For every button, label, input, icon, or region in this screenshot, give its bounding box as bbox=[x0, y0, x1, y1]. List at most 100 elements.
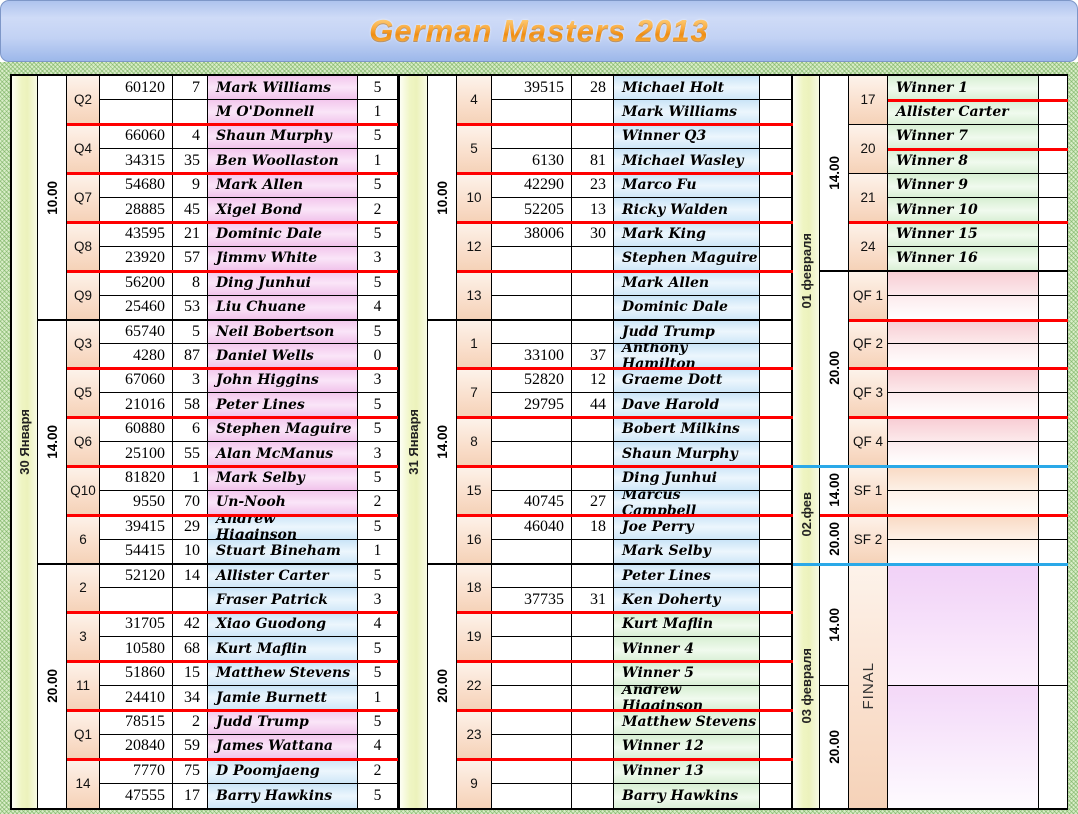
player-text: M O'Donnell bbox=[216, 104, 315, 121]
score-cell bbox=[1039, 442, 1067, 467]
score-cell: 5 bbox=[358, 564, 397, 589]
player-cell: Kurt Maflin bbox=[208, 637, 357, 662]
prize-cell: 81820 bbox=[100, 466, 172, 491]
score-text: 3 bbox=[373, 444, 382, 462]
prize-cell bbox=[492, 124, 571, 150]
seed-text: 30 bbox=[590, 225, 606, 243]
prize-text: 6130 bbox=[532, 151, 564, 169]
score-cell bbox=[1039, 393, 1067, 418]
player-column: Mark Williams M O'Donnell Shaun Murphy Ben … bbox=[208, 76, 358, 808]
seed-cell: 18 bbox=[572, 515, 613, 540]
player-cell: Ken Doherty bbox=[614, 588, 759, 613]
seed-cell bbox=[173, 588, 207, 613]
seed-cell: 12 bbox=[572, 368, 613, 394]
score-text: 5 bbox=[373, 517, 382, 535]
score-cell bbox=[1039, 222, 1067, 247]
player-text: Winner 7 bbox=[896, 128, 969, 145]
seed-text: 34 bbox=[184, 688, 200, 706]
match-number-cell: 8 bbox=[457, 417, 491, 467]
time-cell: 14.00 bbox=[38, 320, 66, 564]
player-text: Mark King bbox=[622, 226, 706, 243]
score-text: 1 bbox=[373, 151, 382, 169]
player-cell bbox=[888, 271, 1038, 296]
prize-cell: 67060 bbox=[100, 368, 172, 394]
player-cell: Winner 16 bbox=[888, 246, 1038, 272]
seed-cell: 34 bbox=[173, 686, 207, 711]
prize-column: 60120 66060 34315 54680 28885 43595 23920 56200… bbox=[100, 76, 173, 808]
time-text: 14.00 bbox=[826, 156, 842, 190]
score-cell bbox=[1039, 564, 1067, 686]
prize-text: 20840 bbox=[125, 737, 165, 755]
red-separator-line bbox=[67, 367, 398, 371]
player-text: Alan McManus bbox=[216, 445, 334, 462]
score-cell: 2 bbox=[358, 490, 397, 516]
player-cell: Xiao Guodong bbox=[208, 612, 357, 638]
score-cell: 5 bbox=[358, 661, 397, 686]
prize-text: 39515 bbox=[524, 78, 564, 96]
match-number-text: QF 4 bbox=[852, 433, 883, 449]
match-number-text: Q7 bbox=[73, 189, 92, 205]
time-cell: 14.00 bbox=[820, 76, 848, 272]
seed-column: 28 81 23 13 30 37 12 44 27 18 31 bbox=[572, 76, 614, 808]
player-text: Ding Junhui bbox=[216, 274, 311, 291]
prize-column: 39515 6130 42290 52205 38006 33100 52820 29795 4… bbox=[492, 76, 572, 808]
date-cell: 02.фев bbox=[793, 466, 819, 564]
score-cell bbox=[760, 198, 792, 223]
match-number-cell: 19 bbox=[457, 612, 491, 662]
prize-cell bbox=[492, 100, 571, 125]
match-number-cell: QF 3 bbox=[849, 368, 887, 418]
match-number-cell: 22 bbox=[457, 661, 491, 711]
player-text: Ricky Walden bbox=[622, 201, 728, 218]
red-separator-line bbox=[849, 220, 1068, 224]
match-number-text: QF 2 bbox=[852, 336, 883, 352]
prize-cell bbox=[492, 612, 571, 638]
red-separator-line bbox=[457, 269, 793, 273]
player-cell bbox=[888, 515, 1038, 540]
seed-cell: 14 bbox=[173, 564, 207, 589]
seed-cell: 42 bbox=[173, 612, 207, 638]
score-cell bbox=[760, 271, 792, 296]
player-text: Bobert Milkins bbox=[622, 421, 740, 438]
time-cell: 20.00 bbox=[820, 515, 848, 564]
black-separator-line bbox=[428, 563, 793, 565]
score-text: 5 bbox=[373, 78, 382, 96]
seed-cell bbox=[572, 637, 613, 662]
prize-cell bbox=[492, 466, 571, 491]
player-cell: M O'Donnell bbox=[208, 100, 357, 125]
prize-text: 24410 bbox=[125, 688, 165, 706]
score-cell bbox=[760, 124, 792, 150]
date-text: 30 Января bbox=[17, 409, 32, 475]
score-text: 1 bbox=[373, 542, 382, 560]
player-cell: Peter Lines bbox=[208, 393, 357, 418]
match-number-text: 12 bbox=[466, 238, 482, 254]
match-number-text: Q9 bbox=[73, 287, 92, 303]
match-number-cell: 23 bbox=[457, 710, 491, 760]
prize-cell: 20840 bbox=[100, 734, 172, 760]
player-text: Fraser Patrick bbox=[216, 592, 328, 609]
match-number-text: 5 bbox=[470, 141, 478, 157]
player-text: Stephen Maguire bbox=[216, 421, 352, 438]
player-cell: Xigel Bond bbox=[208, 198, 357, 223]
prize-cell: 9550 bbox=[100, 490, 172, 516]
match-number-cell: SF 1 bbox=[849, 466, 887, 516]
player-cell: Winner Q3 bbox=[614, 124, 759, 150]
score-cell: 5 bbox=[358, 222, 397, 247]
seed-cell: 31 bbox=[572, 588, 613, 613]
match-number-text: 15 bbox=[466, 482, 482, 498]
score-cell: 5 bbox=[358, 271, 397, 296]
red-separator-line bbox=[67, 172, 398, 176]
match-number-cell: Q2 bbox=[67, 76, 99, 125]
prize-text: 78515 bbox=[125, 713, 165, 731]
player-cell: Marco Fu bbox=[614, 173, 759, 198]
prize-text: 10580 bbox=[125, 639, 165, 657]
player-cell: Ricky Walden bbox=[614, 198, 759, 223]
match-number-cell: 6 bbox=[67, 515, 99, 564]
player-text: Shaun Murphy bbox=[216, 128, 332, 145]
score-text: 3 bbox=[373, 371, 382, 389]
score-cell bbox=[760, 564, 792, 589]
blue-separator-line bbox=[793, 464, 1068, 468]
player-cell: Graeme Dott bbox=[614, 368, 759, 394]
time-cell: 14.00 bbox=[820, 564, 848, 686]
seed-cell: 55 bbox=[173, 442, 207, 467]
match-number-cell: FINAL bbox=[849, 564, 887, 808]
